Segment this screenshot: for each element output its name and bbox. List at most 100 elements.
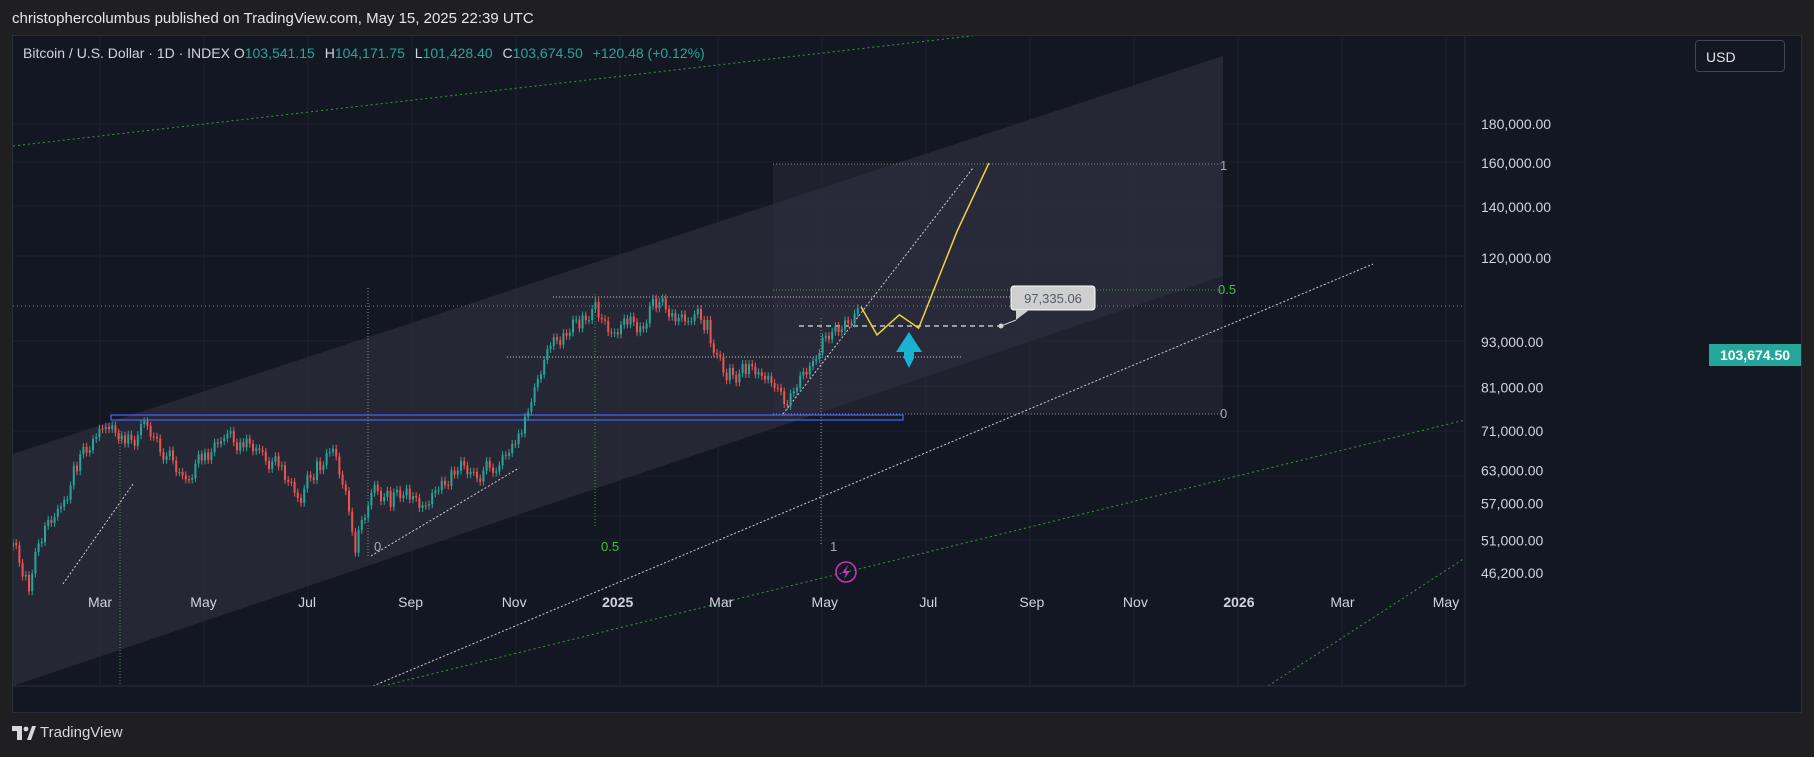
candle-body: [466, 465, 469, 475]
candle-body: [344, 484, 347, 492]
candle-body: [792, 391, 795, 394]
candle-body: [479, 478, 482, 482]
candle-body: [565, 333, 568, 336]
candle-body: [69, 485, 72, 500]
chart-canvas[interactable]: 97,335.06 1 0.5 0 0 0.5 1 180,000.00 160,…: [13, 36, 1801, 712]
candle-body: [332, 448, 334, 452]
high-value: 104,171.75: [334, 45, 405, 61]
candle-body: [776, 387, 779, 389]
fib-time-lines: [119, 288, 822, 686]
candle-body: [684, 314, 686, 322]
candle-body: [117, 432, 120, 440]
candle-body: [146, 421, 149, 426]
candle-body: [402, 495, 405, 499]
candle-body: [408, 488, 411, 500]
fib-time-label-0: 0: [374, 539, 381, 554]
candle-body: [655, 298, 658, 309]
candle-body: [264, 451, 267, 461]
candle-body: [492, 467, 494, 473]
candle-body: [88, 450, 91, 453]
candle-body: [165, 456, 168, 460]
candle-body: [821, 337, 824, 354]
candle-body: [149, 425, 152, 437]
candle-body: [284, 465, 286, 480]
candle-body: [380, 491, 382, 502]
candle-body: [220, 441, 222, 444]
candle-body: [680, 314, 683, 318]
candle-body: [696, 309, 699, 315]
candle-body: [418, 497, 421, 508]
candle-body: [476, 471, 478, 479]
candle-body: [287, 479, 290, 482]
candle-body: [111, 425, 114, 430]
candle-body: [840, 329, 843, 332]
fib-label-0: 0: [1220, 406, 1227, 421]
projection-path: [860, 162, 990, 337]
callout-label: 97,335.06: [1024, 291, 1082, 306]
time-axis-label: Mar: [709, 594, 733, 610]
close-key: C: [502, 45, 513, 61]
candle-body: [172, 450, 174, 461]
price-axis-label: 81,000.00: [1481, 380, 1543, 396]
candle-body: [668, 309, 670, 317]
time-axis-label: Sep: [398, 594, 423, 610]
price-axis-label: 140,000.00: [1481, 199, 1551, 215]
candle-body: [13, 542, 14, 547]
candle-body: [652, 298, 654, 306]
candle-body: [783, 391, 786, 405]
candle-body: [501, 455, 504, 466]
fib-label-05: 0.5: [1218, 282, 1236, 297]
candle-body: [178, 472, 181, 474]
candle-body: [306, 475, 309, 489]
candle-body: [95, 437, 98, 440]
candle-body: [623, 318, 626, 325]
candle-body: [485, 460, 488, 471]
candle-body: [703, 319, 706, 330]
candle-body: [300, 498, 302, 503]
candle-body: [578, 319, 581, 329]
candle-body: [725, 372, 728, 381]
price-callout[interactable]: 97,335.06: [998, 285, 1096, 329]
candle-body: [207, 452, 210, 460]
candle-body: [101, 428, 104, 430]
candle-body: [261, 449, 264, 452]
candle-body: [53, 516, 56, 523]
candle-body: [216, 442, 219, 444]
change-value: +120.48 (+0.12%): [592, 45, 705, 61]
green-trend-lines: [13, 36, 1465, 686]
tradingview-logo-icon: [12, 725, 36, 740]
lightning-icon[interactable]: [835, 561, 857, 583]
candle-body: [341, 474, 344, 485]
candle-body: [620, 324, 622, 335]
candle-body: [351, 511, 354, 532]
time-axis-label: Jul: [298, 594, 316, 610]
candle-body: [156, 436, 158, 439]
time-axis-label: Nov: [502, 594, 527, 610]
candle-body: [495, 471, 498, 473]
candle-body: [722, 356, 725, 373]
candle-body: [130, 434, 133, 440]
candle-body: [120, 435, 123, 440]
candle-body: [760, 372, 763, 376]
candle-body: [504, 455, 507, 457]
time-axis[interactable]: Mar May Jul Sep Nov 2025 Mar May Jul Sep Nov 2026 Ma…: [88, 594, 1459, 610]
candle-body: [572, 319, 574, 333]
candle-body: [316, 461, 318, 481]
candle-body: [645, 323, 648, 329]
candle-body: [607, 320, 610, 333]
tradingview-logo-text: TradingView: [40, 724, 123, 741]
price-axis[interactable]: 180,000.00 160,000.00 140,000.00 120,000.00…: [1481, 116, 1551, 581]
currency-button[interactable]: USD: [1695, 40, 1785, 72]
tradingview-logo[interactable]: TradingView: [12, 724, 123, 741]
candle-body: [437, 490, 440, 492]
candle-body: [658, 301, 661, 309]
channel-fill: [13, 56, 1223, 686]
chart-pane[interactable]: 97,335.06 1 0.5 0 0 0.5 1 180,000.00 160,…: [12, 35, 1802, 713]
price-axis-label: 160,000.00: [1481, 155, 1551, 171]
time-axis-label: Mar: [88, 594, 112, 610]
candle-body: [514, 443, 517, 445]
candle-body: [79, 454, 82, 472]
candle-body: [188, 479, 190, 481]
candle-body: [18, 545, 21, 563]
candle-body: [85, 446, 88, 453]
